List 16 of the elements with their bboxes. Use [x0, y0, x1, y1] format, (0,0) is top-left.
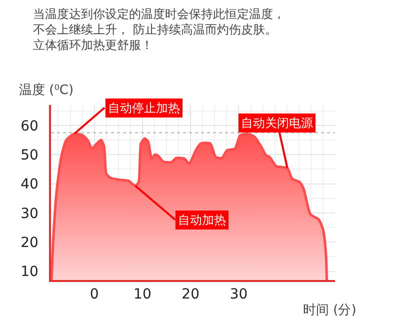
y-tick-label: 40 — [20, 176, 38, 193]
y-tick-label: 30 — [20, 206, 38, 222]
annotation: 自动加热 — [178, 213, 226, 227]
y-tick-label: 10 — [20, 264, 38, 280]
annotation: 自动关闭电源 — [241, 116, 313, 130]
x-tick-label: 30 — [230, 286, 248, 303]
x-axis-title: 时间 (分) — [303, 303, 356, 318]
x-tick-label: 20 — [182, 286, 200, 303]
annotation: 自动停止加热 — [108, 101, 180, 115]
x-tick-label: 10 — [134, 286, 152, 303]
chart-title: 当温度达到你设定的温度时会保持此恒定温度，不会上继续上升， 防止持续高温而灼伤皮肤。立体循环加热更舒服！ — [33, 7, 285, 52]
y-tick-label: 50 — [20, 147, 38, 164]
x-tick-label: 0 — [90, 286, 99, 303]
y-axis-title: 温度 (⁰C) — [19, 82, 74, 98]
y-tick-label: 60 — [20, 118, 38, 134]
y-tick-label: 20 — [20, 234, 38, 251]
